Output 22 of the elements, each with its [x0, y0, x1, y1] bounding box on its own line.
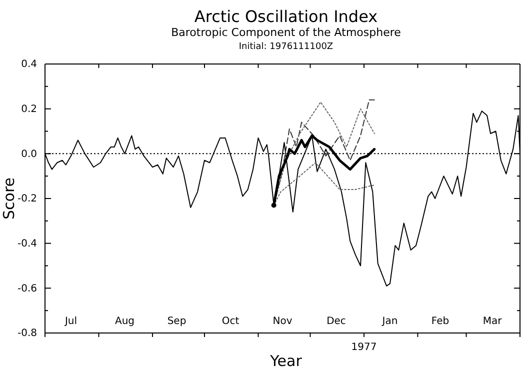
- text: Initial: 1976111100Z: [238, 42, 334, 52]
- x-tick-label: Nov: [272, 316, 292, 328]
- y-tick-label: -0.8: [17, 328, 37, 340]
- x-tick-label: Feb: [431, 316, 450, 328]
- x-tick-label: Oct: [222, 316, 240, 328]
- text: 1977: [351, 342, 377, 353]
- y-tick-label: 0.4: [21, 59, 37, 70]
- x-tick-label: Dec: [326, 316, 346, 328]
- y-tick-label: 0.0: [21, 148, 37, 160]
- chart-subtitle: Barotropic Component of the Atmosphere: [171, 26, 402, 39]
- y-tick-label: -0.2: [17, 194, 37, 205]
- y-tick-label: -0.6: [17, 283, 37, 294]
- chart-title: Arctic Oscillation Index: [194, 7, 378, 26]
- y-tick-label: 0.2: [21, 104, 37, 116]
- x-tick-label: Sep: [167, 316, 186, 328]
- x-tick-label: Mar: [482, 316, 503, 328]
- x-tick-label: Jan: [381, 316, 398, 328]
- y-tick-label: -0.4: [17, 238, 37, 250]
- y-axis-title: Score: [0, 177, 18, 220]
- x-axis-title: Year: [269, 352, 303, 370]
- x-tick-label: Aug: [114, 316, 135, 328]
- x-tick-label: Jul: [64, 316, 78, 328]
